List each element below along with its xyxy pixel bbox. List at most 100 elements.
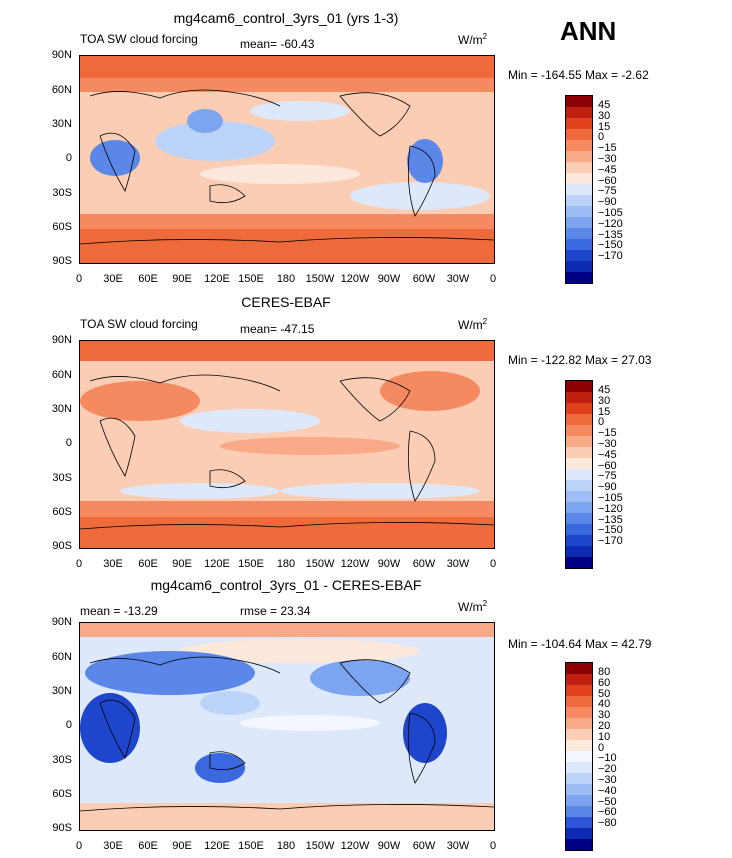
panel-3-colorbar-label: −40 [598,784,617,797]
panel-2-colorbar-label: −170 [598,535,623,548]
panel-1-colorbar-label: −90 [598,196,617,209]
panel-1-map [79,55,495,264]
panel-3-colorbar-label: −30 [598,773,617,786]
panel-2-colorbar-label: −45 [598,448,617,461]
panel-2-lat-30n: 30N [51,403,72,415]
panel-1-lon-90w: 90W [377,273,401,285]
panel-2-lon-30w: 30W [446,558,470,570]
panel-2-minmax: Min = -122.82 Max = 27.03 [508,353,652,367]
panel-1-lon-120w: 120W [340,273,370,285]
panel-3-colorbar-label: 40 [598,698,611,711]
panel-2-colorbar-label: −15 [598,427,617,440]
panel-2-lon-180: 180 [276,558,296,570]
panel-3-colorbar-label: 80 [598,666,611,678]
panel-2-lat-30s: 30S [52,472,72,484]
panel-1-colorbar [565,95,593,284]
panel-3-colorbar-label: −10 [598,752,617,765]
season-label: ANN [560,16,617,46]
panel-2-colorbar [565,380,593,569]
panel-1-minmax: Min = -164.55 Max = -2.62 [508,68,649,82]
panel-3-minmax: Min = -104.64 Max = 42.79 [508,637,652,651]
panel-3-colorbar-label: 60 [598,676,611,689]
panel-3-lon-90e: 90E [172,840,192,852]
panel-3-lon-0-end: 0 [489,840,497,852]
panel-1-colorbar-label: −15 [598,142,617,155]
panel-2-units-label: W/m2 [458,317,488,332]
panel-1-lon-60e: 60E [138,273,158,285]
panel-2-lon-0: 0 [75,558,83,570]
panel-1-colorbar-label: 15 [598,120,611,133]
panel-3-colorbar [565,662,593,851]
panel-1-lat-60n: 60N [51,84,72,96]
panel-3-colorbar-label: 0 [598,741,605,754]
panel-3-units-label: W/m2 [458,599,488,614]
panel-1-colorbar-label: −135 [598,228,623,241]
panel-3-colorbar-label: −80 [598,817,617,830]
panel-1-colorbar-label: 30 [598,109,611,122]
panel-1-lat-30n: 30N [51,118,72,130]
panel-3-lat-90n: 90N [51,616,72,628]
panel-2-colorbar-label: 45 [598,384,611,396]
panel-2-lon-60e: 60E [138,558,158,570]
panel-1-colorbar-label: −60 [598,174,617,187]
panel-1-colorbar-label: −170 [598,250,623,263]
panel-2-lon-120e: 120E [204,558,230,570]
panel-3-lon-90w: 90W [377,840,401,852]
panel-1-lon-60w: 60W [412,273,436,285]
panel-2-colorbar-label: −135 [598,513,623,526]
panel-2-title: CERES-EBAF [241,294,331,310]
panel-2-colorbar-label: 0 [598,416,605,429]
panel-1-lat-90n: 90N [51,49,72,61]
panel-1-mean-label: mean= -60.43 [240,37,315,51]
panel-2-lon-0-end: 0 [489,558,497,570]
panel-2-colorbar-label: −30 [598,437,617,450]
panel-3-lon-180: 180 [276,840,296,852]
panel-1-colorbar-label: −120 [598,217,623,230]
panel-3-lon-120e: 120E [204,840,230,852]
panel-3-lat-90s: 90S [52,822,72,834]
panel-2-colorbar-label: −120 [598,502,623,515]
panel-2-colorbar-label: 15 [598,405,611,418]
panel-1-lon-150w: 150W [305,273,335,285]
panel-2-variable-label: TOA SW cloud forcing [80,317,198,331]
panel-2-lon-90e: 90E [172,558,192,570]
panel-2-lat-90s: 90S [52,540,72,552]
panel-2-colorbar-label: −90 [598,481,617,494]
panel-3-lon-150w: 150W [305,840,335,852]
panel-1-lat-90s: 90S [52,255,72,267]
panel-1-lon-120e: 120E [204,273,230,285]
panel-1-units-label: W/m2 [458,32,488,47]
panel-2-lon-30e: 30E [103,558,123,570]
panel-3-colorbar-label: 20 [598,719,611,732]
panel-3-lon-30e: 30E [103,840,123,852]
panel-2-colorbar-label: 30 [598,394,611,407]
panel-1-variable-label: TOA SW cloud forcing [80,32,198,46]
panel-1-title: mg4cam6_control_3yrs_01 (yrs 1-3) [173,10,399,26]
panel-3-lon-30w: 30W [446,840,470,852]
panel-2-lon-150w: 150W [305,558,335,570]
panel-3-colorbar-label: 50 [598,687,611,700]
panel-3-lat-0: 0 [65,719,72,731]
panel-1-colorbar-label: 0 [598,131,605,144]
panel-2-lon-120w: 120W [340,558,370,570]
panel-2-lat-60n: 60N [51,369,72,381]
panel-2-lon-90w: 90W [377,558,401,570]
panel-1-colorbar-label: 45 [598,99,611,111]
panel-1-colorbar-label: −150 [598,239,623,252]
panel-3-map [79,622,495,831]
panel-3-lon-60e: 60E [138,840,158,852]
panel-1-lon-0-end: 0 [489,273,497,285]
panel-3-colorbar-label: 10 [598,730,611,743]
panel-3-lon-120w: 120W [340,840,370,852]
panel-1-colorbar-label: −45 [598,163,617,176]
panel-3-colorbar-label: −50 [598,795,617,808]
panel-2-colorbar-label: −60 [598,459,617,472]
panel-3-mean-label: mean = -13.29 [80,604,158,618]
panel-3-lat-60s: 60S [52,788,72,800]
panel-3-colorbar-label: −20 [598,763,617,776]
panel-3-title: mg4cam6_control_3yrs_01 - CERES-EBAF [150,577,422,593]
panel-1-lon-30e: 30E [103,273,123,285]
panel-1-lon-150e: 150E [238,273,264,285]
panel-2-lat-60s: 60S [52,506,72,518]
panel-1-lon-90e: 90E [172,273,192,285]
